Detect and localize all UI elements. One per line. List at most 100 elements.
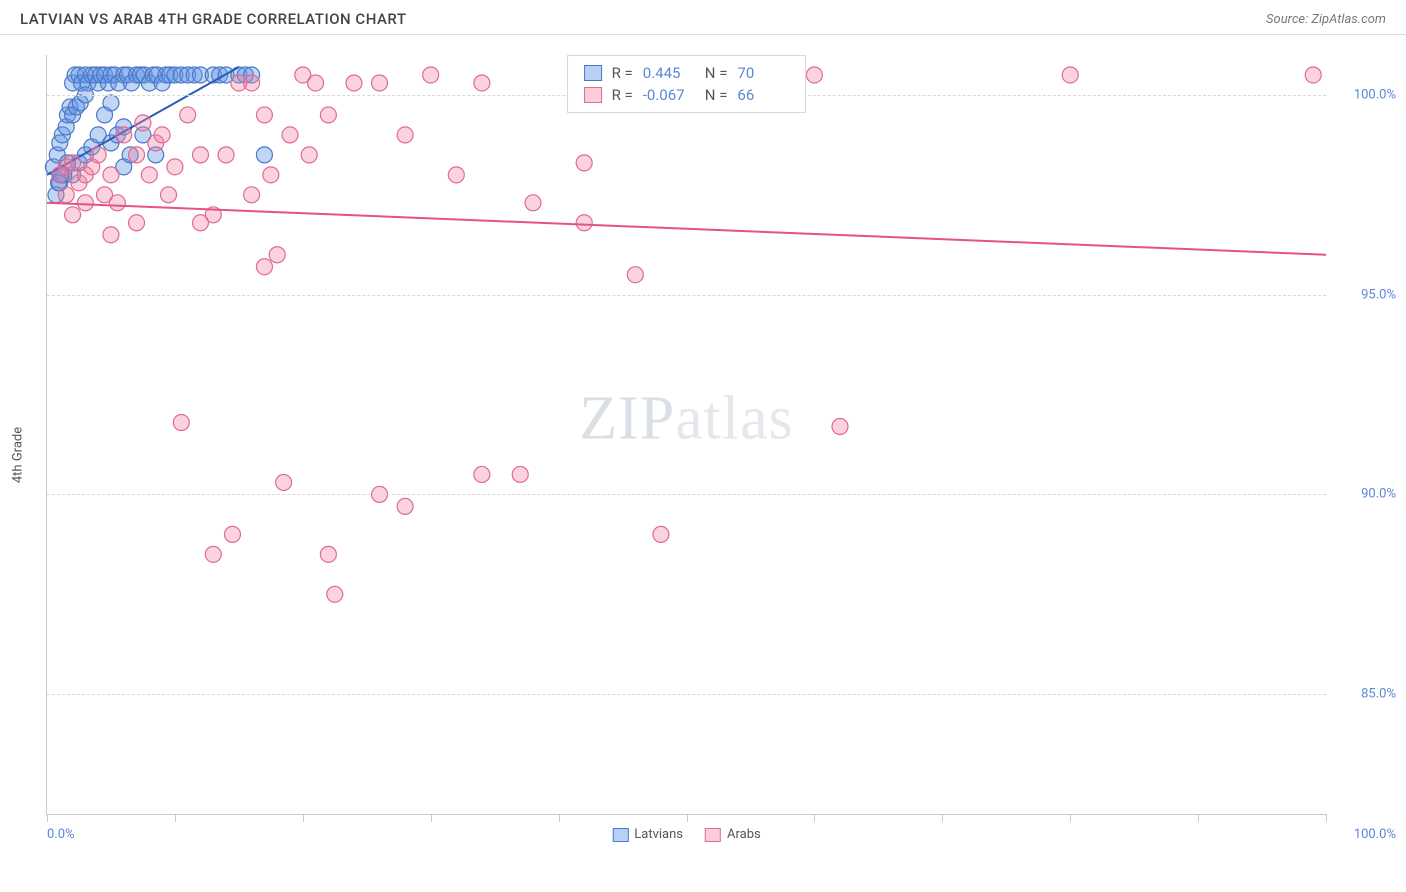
data-point (141, 167, 157, 183)
data-point (474, 466, 490, 482)
x-tick (175, 814, 176, 822)
data-point (448, 167, 464, 183)
gridline (47, 494, 1326, 495)
data-point (161, 187, 177, 203)
chart-source: Source: ZipAtlas.com (1266, 12, 1386, 27)
swatch-pink-icon (584, 87, 602, 103)
legend-item: Latvians (612, 827, 683, 842)
stats-legend: R = 0.445 N = 70 R = -0.067 N = 66 (567, 55, 807, 113)
plot-area: ZIPatlas R = 0.445 N = 70 R = -0.067 N =… (46, 55, 1326, 815)
data-point (806, 67, 822, 83)
x-tick (1198, 814, 1199, 822)
gridline (47, 295, 1326, 296)
y-tick-label: 95.0% (1361, 287, 1396, 302)
data-point (269, 247, 285, 263)
x-min-label: 0.0% (47, 827, 75, 842)
n-value-1: 70 (737, 62, 789, 84)
data-point (192, 147, 208, 163)
r-label: R = (612, 62, 633, 84)
legend-label-1: Latvians (634, 827, 683, 842)
trend-line (47, 203, 1326, 255)
swatch-pink-icon (705, 828, 721, 842)
n-value-2: 66 (737, 84, 789, 106)
data-point (263, 167, 279, 183)
r-value-2: -0.067 (643, 84, 695, 106)
data-point (512, 466, 528, 482)
data-point (129, 147, 145, 163)
data-point (109, 195, 125, 211)
data-point (154, 127, 170, 143)
data-point (218, 147, 234, 163)
data-point (167, 159, 183, 175)
n-label: N = (705, 84, 728, 106)
plot-svg (47, 55, 1326, 814)
data-point (103, 227, 119, 243)
data-point (224, 526, 240, 542)
data-point (135, 115, 151, 131)
r-value-1: 0.445 (643, 62, 695, 84)
data-point (576, 155, 592, 171)
data-point (308, 75, 324, 91)
chart-container: 4th Grade ZIPatlas R = 0.445 N = 70 R = … (0, 35, 1406, 875)
data-point (320, 107, 336, 123)
data-point (244, 187, 260, 203)
chart-title: LATVIAN VS ARAB 4TH GRADE CORRELATION CH… (20, 10, 407, 28)
data-point (397, 127, 413, 143)
r-label: R = (612, 84, 633, 106)
x-tick (431, 814, 432, 822)
x-tick (687, 814, 688, 822)
data-point (372, 75, 388, 91)
x-tick (303, 814, 304, 822)
x-tick (942, 814, 943, 822)
data-point (653, 526, 669, 542)
data-point (327, 586, 343, 602)
data-point (346, 75, 362, 91)
n-label: N = (705, 62, 728, 84)
legend-item: Arabs (705, 827, 761, 842)
data-point (180, 107, 196, 123)
y-tick-label: 85.0% (1361, 687, 1396, 702)
data-point (103, 95, 119, 111)
data-point (205, 546, 221, 562)
y-tick-label: 100.0% (1354, 87, 1396, 102)
stats-row: R = -0.067 N = 66 (584, 84, 790, 106)
data-point (244, 75, 260, 91)
data-point (397, 498, 413, 514)
data-point (320, 546, 336, 562)
data-point (58, 187, 74, 203)
x-tick (1070, 814, 1071, 822)
data-point (103, 167, 119, 183)
data-point (77, 195, 93, 211)
data-point (129, 215, 145, 231)
y-tick-label: 90.0% (1361, 487, 1396, 502)
swatch-blue-icon (584, 65, 602, 81)
data-point (65, 207, 81, 223)
data-point (423, 67, 439, 83)
x-tick (559, 814, 560, 822)
data-point (65, 155, 81, 171)
data-point (1062, 67, 1078, 83)
data-point (192, 215, 208, 231)
data-point (90, 147, 106, 163)
data-point (301, 147, 317, 163)
data-point (1305, 67, 1321, 83)
data-point (832, 419, 848, 435)
swatch-blue-icon (612, 828, 628, 842)
data-point (256, 147, 272, 163)
data-point (282, 127, 298, 143)
data-point (256, 259, 272, 275)
data-point (256, 107, 272, 123)
x-max-label: 100.0% (1354, 827, 1396, 842)
data-point (173, 415, 189, 431)
bottom-legend: Latvians Arabs (612, 827, 760, 842)
data-point (276, 474, 292, 490)
chart-header: LATVIAN VS ARAB 4TH GRADE CORRELATION CH… (0, 0, 1406, 35)
data-point (576, 215, 592, 231)
data-point (474, 75, 490, 91)
x-tick (1326, 814, 1327, 822)
data-point (627, 267, 643, 283)
x-tick (47, 814, 48, 822)
data-point (525, 195, 541, 211)
x-tick (814, 814, 815, 822)
stats-row: R = 0.445 N = 70 (584, 62, 790, 84)
